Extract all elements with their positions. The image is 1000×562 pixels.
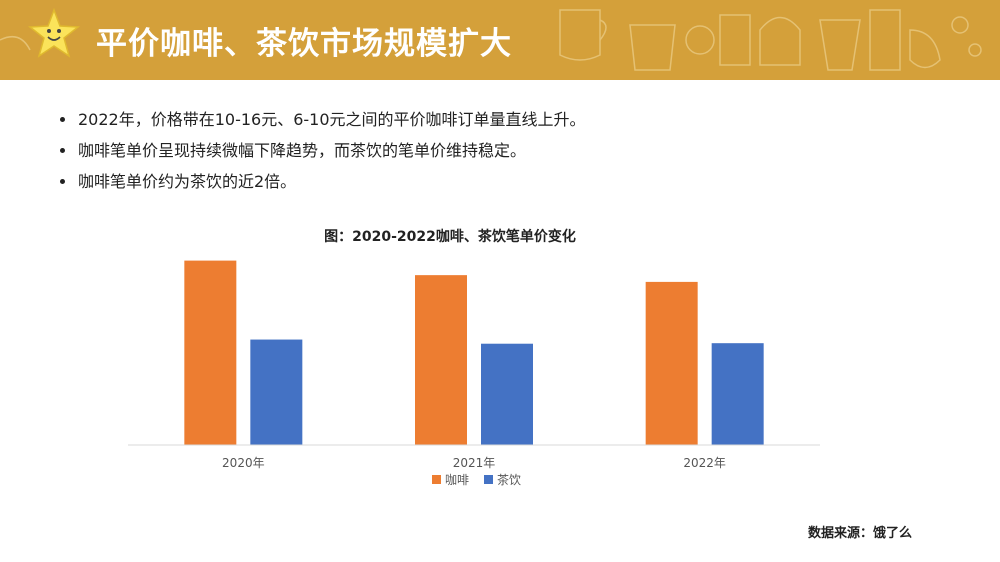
data-source: 数据来源：饿了么 [807, 526, 912, 541]
x-tick-label: 2020年 [222, 456, 265, 470]
header-banner: 平价咖啡、茶饮市场规模扩大 [0, 0, 1000, 80]
x-tick-label: 2021年 [453, 456, 496, 470]
bullet-item: 咖啡笔单价约为茶饮的近2倍。 [58, 166, 586, 197]
legend-swatch [432, 475, 441, 484]
bar-咖啡-2022年 [645, 281, 698, 445]
legend-label: 茶饮 [497, 472, 521, 487]
chart-title: 图：2020-2022咖啡、茶饮笔单价变化 [324, 229, 576, 245]
bullet-item: 咖啡笔单价呈现持续微幅下降趋势，而茶饮的笔单价维持稳定。 [58, 135, 586, 166]
x-tick-label: 2022年 [683, 456, 726, 470]
bar-茶饮-2022年 [711, 343, 764, 445]
bullet-item: 2022年，价格带在10-16元、6-10元之间的平价咖啡订单量直线上升。 [58, 104, 586, 135]
legend-swatch [484, 475, 493, 484]
coffee-doodle-background [0, 9, 982, 71]
bar-茶饮-2020年 [250, 339, 303, 445]
page-title: 平价咖啡、茶饮市场规模扩大 [96, 26, 512, 62]
bar-茶饮-2021年 [481, 343, 533, 445]
bar-咖啡-2021年 [415, 275, 467, 445]
star-icon [27, 7, 81, 58]
bullet-list: 2022年，价格带在10-16元、6-10元之间的平价咖啡订单量直线上升。 咖啡… [58, 104, 586, 197]
bar-咖啡-2020年 [184, 260, 237, 445]
legend-label: 咖啡 [445, 472, 469, 487]
